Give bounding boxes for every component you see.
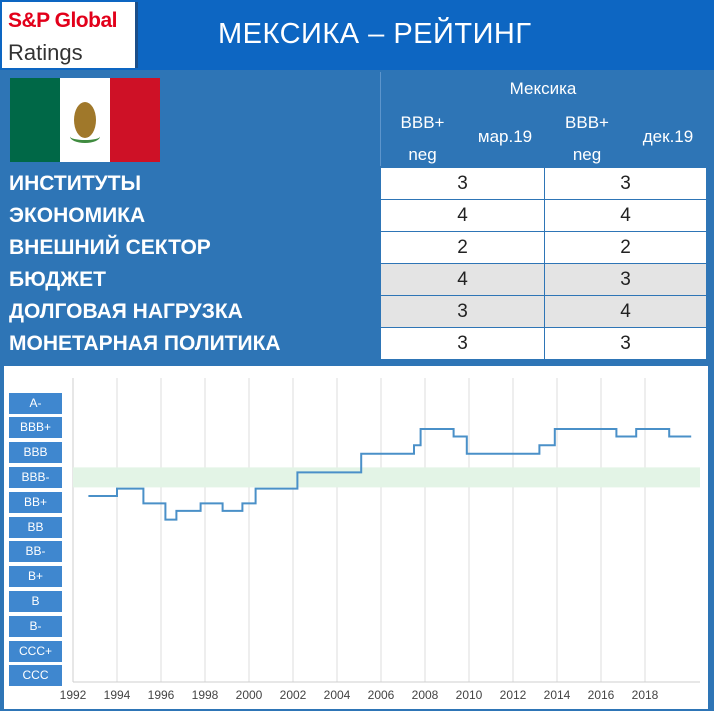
x-tick-label: 2002 — [279, 688, 307, 702]
column-divider — [380, 72, 381, 166]
col1-rating-line1: BBB+ — [400, 113, 445, 132]
y-tick-label: B+ — [9, 566, 62, 588]
x-tick-label: 2016 — [587, 688, 615, 702]
y-tick-label: B- — [9, 615, 62, 637]
col2-rating-line2: neg — [572, 145, 602, 164]
mexico-flag-icon — [10, 78, 160, 162]
x-tick-label: 2008 — [411, 688, 439, 702]
header-bar: S&P Global Ratings МЕКСИКА – РЕЙТИНГ — [0, 0, 714, 70]
row-label: ДОЛГОВАЯ НАГРУЗКА — [9, 300, 243, 323]
x-tick-label: 2018 — [631, 688, 659, 702]
table-cell: 3 — [545, 264, 706, 295]
x-tick-label: 1998 — [191, 688, 219, 702]
y-tick-label: BB- — [9, 541, 62, 563]
rating-history-chart — [4, 366, 708, 709]
table-cell: 4 — [381, 264, 544, 295]
table-cell: 3 — [545, 328, 706, 359]
x-tick-label: 2004 — [323, 688, 351, 702]
y-tick-label: B — [9, 590, 62, 612]
col2-date: дек.19 — [642, 127, 694, 146]
sp-global-ratings-logo: S&P Global Ratings — [2, 2, 138, 68]
page-title: МЕКСИКА – РЕЙТИНГ — [218, 18, 532, 50]
x-tick-label: 2012 — [499, 688, 527, 702]
x-tick-label: 1994 — [103, 688, 131, 702]
y-tick-label: CCC+ — [9, 640, 62, 662]
x-tick-label: 1992 — [59, 688, 87, 702]
col1-rating-line2: neg — [408, 145, 437, 164]
y-tick-label: A- — [9, 392, 62, 414]
table-cell: 3 — [381, 296, 544, 327]
row-label: БЮДЖЕТ — [9, 268, 107, 291]
logo-line1: S&P Global — [8, 9, 117, 32]
y-tick-label: BB+ — [9, 491, 62, 513]
x-tick-label: 2014 — [543, 688, 571, 702]
flag-emblem-icon — [70, 102, 100, 143]
logo-line2: Ratings — [8, 40, 83, 65]
table-cell: 4 — [381, 200, 544, 231]
y-tick-label: BBB+ — [9, 417, 62, 439]
flag-white-stripe — [60, 78, 110, 162]
x-tick-label: 1996 — [147, 688, 175, 702]
row-label: ВНЕШНИЙ СЕКТОР — [9, 236, 211, 259]
table-cell: 4 — [545, 200, 706, 231]
table-cell: 4 — [545, 296, 706, 327]
col2-rating-line1: BBB+ — [565, 113, 609, 132]
x-tick-label: 2000 — [235, 688, 263, 702]
x-tick-label: 2006 — [367, 688, 395, 702]
table-cell: 2 — [381, 232, 544, 263]
flag-green-stripe — [10, 78, 60, 162]
table-cell: 3 — [381, 328, 544, 359]
y-tick-label: BB — [9, 516, 62, 538]
y-tick-label: BBB — [9, 442, 62, 464]
x-tick-label: 2010 — [455, 688, 483, 702]
y-tick-label: BBB- — [9, 466, 62, 488]
table-cell: 3 — [381, 168, 544, 199]
row-label: МОНЕТАРНАЯ ПОЛИТИКА — [9, 332, 281, 355]
table-cell: 2 — [545, 232, 706, 263]
table-cell: 3 — [545, 168, 706, 199]
col1-date: мар.19 — [477, 127, 533, 146]
row-label: ИНСТИТУТЫ — [9, 172, 142, 195]
flag-red-stripe — [110, 78, 160, 162]
y-tick-label: CCC — [9, 665, 62, 687]
row-label: ЭКОНОМИКА — [9, 204, 146, 227]
table-country-header: Мексика — [509, 79, 577, 98]
